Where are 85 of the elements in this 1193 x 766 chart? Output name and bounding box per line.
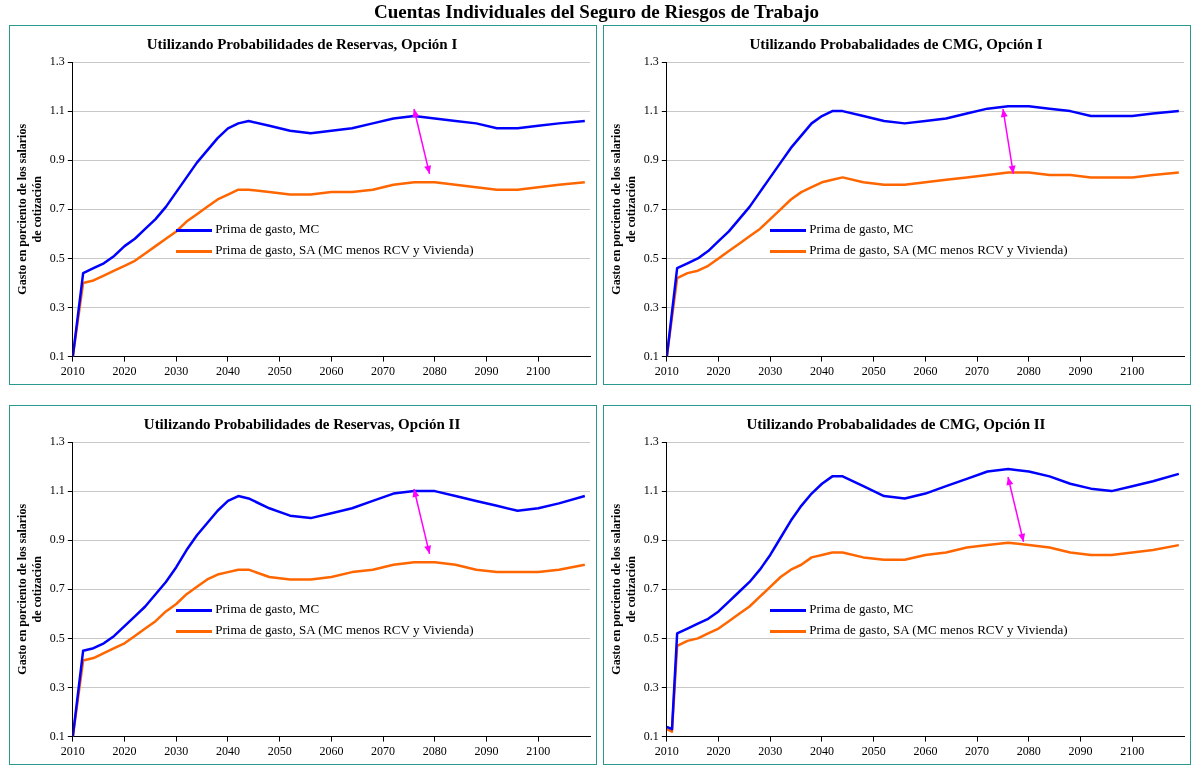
y-tick-label: 0.7 <box>643 581 659 596</box>
legend-label: Prima de gasto, SA (MC menos RCV y Vivienda) <box>214 621 474 640</box>
x-tick-label: 2040 <box>215 363 240 378</box>
y-tick-label: 0.7 <box>643 201 659 216</box>
x-tick-label: 2100 <box>526 363 551 378</box>
legend-label: Prima de gasto, MC <box>214 600 321 619</box>
x-tick-label: 2070 <box>371 743 396 758</box>
y-axis-title: Gasto en porciento de los salarios de cotización <box>15 503 44 675</box>
chart-title: Utilizando Probabalidades de CMG, Opción II <box>746 415 1046 432</box>
x-tick-label: 2080 <box>422 743 447 758</box>
x-tick-label: 2080 <box>422 363 447 378</box>
y-tick-label: 1.3 <box>643 54 659 69</box>
y-axis-title: Gasto en porciento de los salarios de cotización <box>609 123 638 295</box>
y-tick-label: 0.3 <box>643 299 659 314</box>
y-tick-label: 1.3 <box>49 54 65 69</box>
y-tick-label: 0.5 <box>643 630 659 645</box>
x-tick-label: 2030 <box>758 743 783 758</box>
legend-label: Prima de gasto, SA (MC menos RCV y Vivienda) <box>214 241 474 260</box>
x-tick-label: 2090 <box>474 743 499 758</box>
x-tick-label: 2100 <box>526 743 551 758</box>
x-tick-label: 2030 <box>164 743 189 758</box>
y-tick-label: 0.1 <box>49 728 65 743</box>
x-tick-label: 2040 <box>809 363 834 378</box>
x-tick-label: 2100 <box>1120 363 1145 378</box>
y-tick-label: 0.7 <box>49 201 65 216</box>
y-tick-label: 1.3 <box>49 434 65 449</box>
x-tick-label: 2080 <box>1016 743 1041 758</box>
x-tick-label: 2070 <box>371 363 396 378</box>
x-tick-label: 2020 <box>112 363 137 378</box>
x-tick-label: 2030 <box>164 363 189 378</box>
legend-label: Prima de gasto, MC <box>214 220 321 239</box>
x-tick-label: 2030 <box>758 363 783 378</box>
x-tick-label: 2070 <box>965 743 990 758</box>
x-tick-label: 2040 <box>215 743 240 758</box>
y-tick-label: 1.1 <box>49 103 65 118</box>
x-tick-label: 2050 <box>267 743 292 758</box>
y-tick-label: 1.1 <box>643 483 659 498</box>
chart-title: Utilizando Probabalidades de CMG, Opción I <box>749 35 1043 52</box>
x-tick-label: 2050 <box>861 363 886 378</box>
x-tick-label: 2020 <box>706 743 731 758</box>
y-tick-label: 0.5 <box>49 250 65 265</box>
y-axis-title: Gasto en porciento de los salarios de cotización <box>15 123 44 295</box>
x-tick-label: 2090 <box>1068 743 1093 758</box>
y-tick-label: 1.1 <box>643 103 659 118</box>
y-tick-label: 0.7 <box>49 581 65 596</box>
x-tick-label: 2090 <box>474 363 499 378</box>
y-tick-label: 0.3 <box>49 299 65 314</box>
x-tick-label: 2040 <box>809 743 834 758</box>
x-tick-label: 2050 <box>861 743 886 758</box>
x-tick-label: 2020 <box>112 743 137 758</box>
x-tick-label: 2070 <box>965 363 990 378</box>
y-tick-label: 0.3 <box>49 679 65 694</box>
x-tick-label: 2050 <box>267 363 292 378</box>
y-tick-label: 0.5 <box>49 630 65 645</box>
x-tick-label: 2060 <box>319 743 344 758</box>
y-axis-title: Gasto en porciento de los salarios de cotización <box>609 503 638 675</box>
x-tick-label: 2020 <box>706 363 731 378</box>
y-tick-label: 0.9 <box>643 532 659 547</box>
x-tick-label: 2090 <box>1068 363 1093 378</box>
y-tick-label: 0.1 <box>49 348 65 363</box>
y-tick-label: 0.9 <box>49 152 65 167</box>
x-tick-label: 2010 <box>60 363 85 378</box>
x-tick-label: 2060 <box>913 363 938 378</box>
x-tick-label: 2060 <box>319 363 344 378</box>
y-tick-label: 0.3 <box>643 679 659 694</box>
x-tick-label: 2080 <box>1016 363 1041 378</box>
x-tick-label: 2100 <box>1120 743 1145 758</box>
legend-label: Prima de gasto, SA (MC menos RCV y Vivienda) <box>808 621 1068 640</box>
chart-title: Utilizando Probabilidades de Reservas, Opción I <box>146 35 458 52</box>
y-tick-label: 1.1 <box>49 483 65 498</box>
legend-label: Prima de gasto, MC <box>808 600 915 619</box>
y-tick-label: 0.1 <box>643 728 659 743</box>
y-tick-label: 0.1 <box>643 348 659 363</box>
x-tick-label: 2010 <box>60 743 85 758</box>
y-tick-label: 0.5 <box>643 250 659 265</box>
chart-title: Utilizando Probabilidades de Reservas, Opción II <box>143 415 461 432</box>
text: Cuentas Individuales del Seguro de Riesgos de Trabajo <box>373 0 820 23</box>
y-tick-label: 0.9 <box>643 152 659 167</box>
x-tick-label: 2060 <box>913 743 938 758</box>
legend-label: Prima de gasto, SA (MC menos RCV y Vivienda) <box>808 241 1068 260</box>
legend-label: Prima de gasto, MC <box>808 220 915 239</box>
x-tick-label: 2010 <box>654 743 679 758</box>
x-tick-label: 2010 <box>654 363 679 378</box>
y-tick-label: 0.9 <box>49 532 65 547</box>
y-tick-label: 1.3 <box>643 434 659 449</box>
